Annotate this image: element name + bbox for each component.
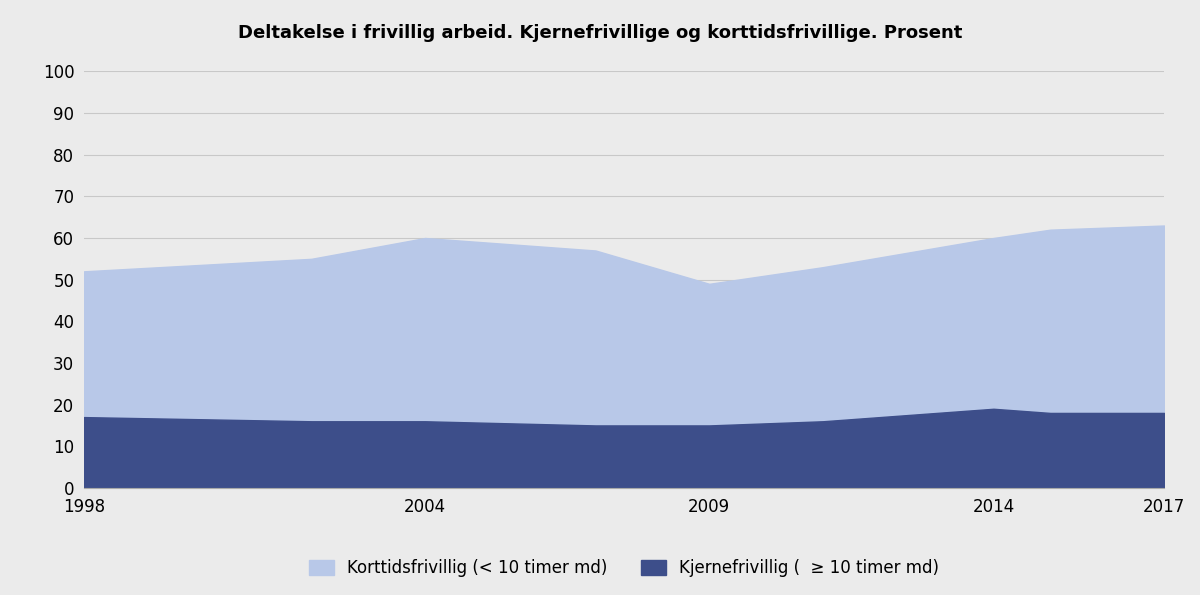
Text: Deltakelse i frivillig arbeid. Kjernefrivillige og korttidsfrivillige. Prosent: Deltakelse i frivillig arbeid. Kjernefri… (238, 24, 962, 42)
Legend: Korttidsfrivillig (< 10 timer md), Kjernefrivillig (  ≥ 10 timer md): Korttidsfrivillig (< 10 timer md), Kjern… (302, 552, 946, 584)
